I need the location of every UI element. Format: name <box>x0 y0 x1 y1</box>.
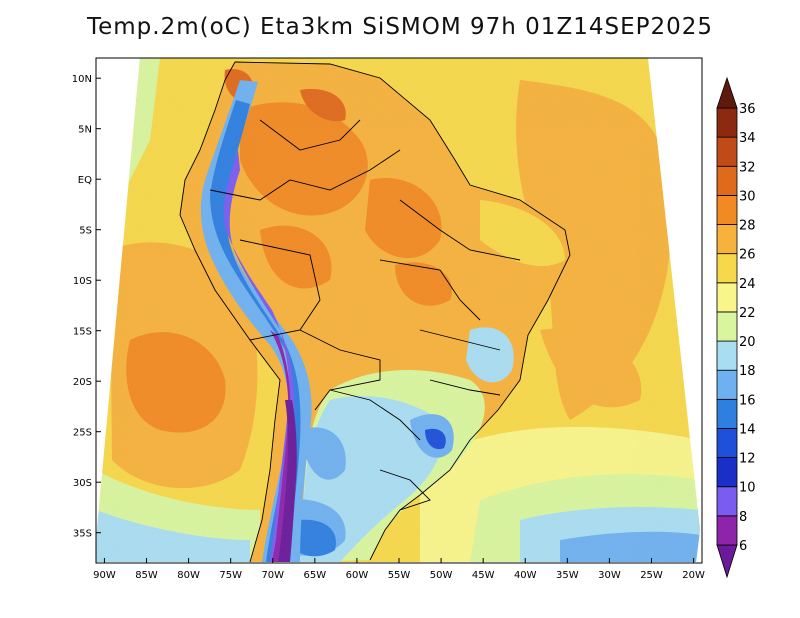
lon-tick-label: 50W <box>430 570 453 581</box>
border-states-north <box>399 199 521 261</box>
lat-tick-label: EQ <box>78 175 92 186</box>
coastline-west <box>179 61 281 563</box>
lon-tick-label: 80W <box>177 570 200 581</box>
border-uruguay <box>379 469 431 511</box>
lat-tick-label: 15S <box>73 327 92 338</box>
lon-tick-label: 30W <box>598 570 621 581</box>
colorbar-label: 36 <box>739 102 756 117</box>
colorbar-box <box>716 224 738 255</box>
latitude-axis: 10N 5N EQ 5S 10S 15S 20S 25S 30S 35S <box>72 74 101 540</box>
colorbar-label: 12 <box>739 452 756 467</box>
border-states-southeast <box>419 329 501 351</box>
field-texture <box>96 58 700 562</box>
colorbar-lower-extension <box>716 544 738 579</box>
colorbar-label: 28 <box>739 219 756 234</box>
border-north-amazon <box>209 149 401 201</box>
temperature-field <box>96 58 700 562</box>
lat-tick-label: 25S <box>73 428 92 439</box>
coastline-east <box>234 61 571 561</box>
colorbar-box <box>716 457 738 488</box>
colorbar-label: 20 <box>739 335 756 350</box>
lat-tick-label: 5N <box>78 125 92 136</box>
lon-tick-label: 20W <box>682 570 705 581</box>
colorbar-label: 22 <box>739 306 756 321</box>
colorbar-label: 16 <box>739 393 756 408</box>
colorbar-box <box>716 194 738 225</box>
border-venezuela <box>259 119 361 151</box>
lon-tick-label: 70W <box>261 570 284 581</box>
colorbar-label: 30 <box>739 189 756 204</box>
colorbar-box <box>716 486 738 517</box>
border-paraguay <box>329 389 421 441</box>
lat-tick-label: 5S <box>79 226 92 237</box>
colorbar-box <box>716 340 738 371</box>
lon-tick-label: 35W <box>556 570 579 581</box>
colorbar-label: 6 <box>739 539 747 554</box>
longitude-axis: 90W 85W 80W 75W 70W 65W 60W 55W 50W 45W 40W 35W 30W 2… <box>93 558 705 581</box>
colorbar-label: 8 <box>739 510 747 525</box>
colorbar-box <box>716 311 738 342</box>
border-bolivia <box>299 329 381 411</box>
lon-tick-label: 85W <box>135 570 158 581</box>
colorbar-box <box>716 282 738 313</box>
colorbar-label: 14 <box>739 422 756 437</box>
colorbar-label: 10 <box>739 481 756 496</box>
lon-tick-label: 45W <box>472 570 495 581</box>
lon-tick-label: 25W <box>640 570 663 581</box>
lon-tick-label: 40W <box>514 570 537 581</box>
lon-tick-label: 60W <box>346 570 369 581</box>
ocean-cooler-nw <box>96 58 140 130</box>
lon-tick-label: 65W <box>304 570 327 581</box>
border-states-south <box>429 379 501 396</box>
lat-tick-label: 35S <box>73 529 92 540</box>
colorbar-label: 26 <box>739 248 756 263</box>
colorbar-box <box>716 107 738 138</box>
lon-tick-label: 75W <box>219 570 242 581</box>
lat-tick-label: 10S <box>73 276 92 287</box>
country-borders <box>179 61 571 563</box>
colorbar-box <box>716 165 738 196</box>
colorbar-upper-extension <box>716 76 738 109</box>
colorbar-box <box>716 369 738 400</box>
colorbar-box <box>716 515 738 546</box>
colorbar-box <box>716 428 738 459</box>
frame-gap <box>96 40 702 58</box>
lon-tick-label: 55W <box>388 570 411 581</box>
colorbar-label: 18 <box>739 364 756 379</box>
lat-tick-label: 20S <box>73 377 92 388</box>
colorbar-box <box>716 136 738 167</box>
map-title: Temp.2m(oC) Eta3km SiSMOM 97h 01Z14SEP20… <box>86 14 714 40</box>
colorbar-label: 32 <box>739 160 756 175</box>
colorbar: 6 8 10 12 14 16 18 20 22 24 26 28 30 32 34 36 <box>716 76 756 579</box>
colorbar-label: 34 <box>739 131 756 146</box>
colorbar-label: 24 <box>739 277 756 292</box>
colorbar-box <box>716 253 738 284</box>
lat-tick-label: 10N <box>72 74 92 85</box>
border-states-central <box>379 259 481 321</box>
lat-tick-label: 30S <box>73 478 92 489</box>
lon-tick-label: 90W <box>93 570 116 581</box>
border-peru-brazil <box>239 239 321 341</box>
colorbar-box <box>716 398 738 429</box>
